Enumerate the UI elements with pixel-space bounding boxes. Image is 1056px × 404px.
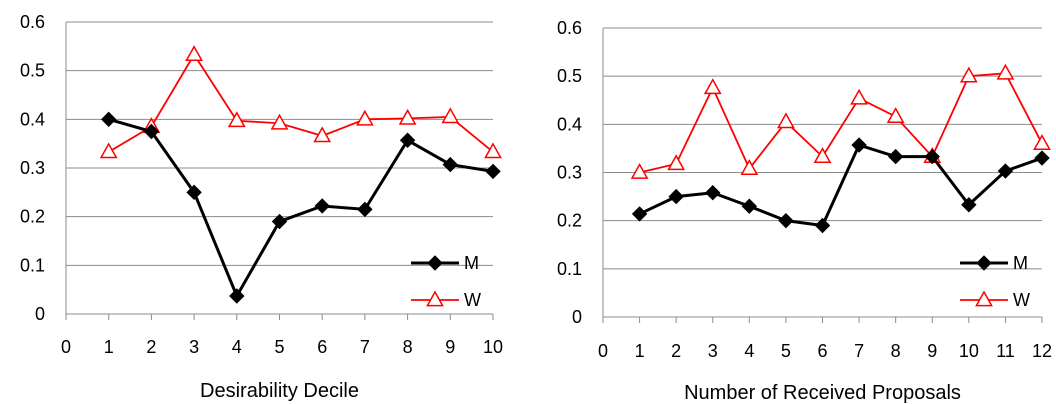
- x-tick-label: 7: [854, 341, 864, 361]
- legend-label-W: W: [464, 290, 481, 310]
- data-point-W: [398, 108, 417, 125]
- data-point-W: [740, 159, 759, 175]
- x-tick-label: 5: [274, 337, 284, 357]
- data-point-M: [100, 111, 117, 128]
- y-tick-label: 0.3: [20, 158, 45, 178]
- x-tick-label: 11: [996, 341, 1015, 361]
- x-tick-label: 0: [61, 337, 71, 357]
- data-point-M: [314, 198, 330, 214]
- y-tick-label: 0.5: [20, 61, 45, 81]
- data-point-M: [442, 156, 459, 173]
- y-tick-label: 0.4: [557, 114, 582, 134]
- data-point-W: [227, 111, 246, 128]
- x-tick-label: 1: [104, 337, 114, 357]
- data-point-M: [229, 288, 245, 304]
- data-point-M: [485, 163, 501, 180]
- x-tick-label: 10: [959, 341, 979, 361]
- x-tick-label: 2: [146, 337, 156, 357]
- y-tick-label: 0: [572, 307, 582, 327]
- y-tick-label: 0.4: [20, 109, 45, 129]
- y-tick-label: 0.1: [20, 255, 45, 275]
- data-point-M: [271, 213, 288, 230]
- data-point-M: [778, 212, 794, 229]
- data-point-M: [961, 197, 977, 213]
- legend-marker-W: [975, 290, 993, 307]
- x-tick-label: 10: [483, 337, 503, 357]
- x-axis-label: Desirability Decile: [200, 380, 359, 402]
- data-point-M: [741, 198, 758, 214]
- data-point-M: [631, 206, 648, 222]
- data-point-W: [270, 113, 289, 130]
- legend-marker-W: [426, 290, 444, 307]
- data-point-W: [850, 88, 868, 105]
- x-tick-label: 6: [317, 337, 327, 357]
- legend-label-M: M: [1013, 253, 1028, 273]
- data-point-M: [887, 148, 904, 165]
- x-tick-label: 4: [232, 337, 242, 357]
- chart-desirability-decile: 0 0.1 0.2 0.3 0.4 0.5 0.6 0 1 2 3 4 5 6 7 8 9 10 Desirabil…: [20, 12, 503, 402]
- data-point-M: [705, 185, 721, 201]
- x-tick-label: 3: [708, 341, 718, 361]
- legend-label-W: W: [1013, 290, 1030, 310]
- x-tick-label: 8: [403, 337, 413, 357]
- data-point-W: [667, 154, 686, 171]
- x-tick-label: 1: [635, 341, 645, 361]
- data-point-M: [186, 184, 202, 201]
- series-line-M: [638, 143, 1043, 228]
- data-point-W: [185, 45, 203, 61]
- data-point-W: [996, 63, 1015, 80]
- x-tick-label: 5: [781, 341, 791, 361]
- y-tick-label: 0: [35, 304, 45, 324]
- data-point-M: [143, 123, 160, 140]
- y-tick-label: 0.1: [557, 259, 582, 279]
- x-tick-label: 7: [360, 337, 370, 357]
- data-point-W: [356, 109, 374, 126]
- y-tick-label: 0.5: [557, 66, 582, 86]
- legend-marker-M: [976, 255, 992, 271]
- data-point-W: [703, 78, 722, 95]
- data-point-W: [484, 142, 502, 159]
- x-tick-label: 12: [1032, 341, 1052, 361]
- x-tick-label: 6: [817, 341, 827, 361]
- data-point-M: [1034, 150, 1050, 166]
- y-tick-label: 0.6: [20, 12, 45, 32]
- chart-received-proposals: 00.10.20.30.40.50.60 1 2 3 4 5 6 7 8 9 10 11 12Numbe…: [557, 18, 1052, 404]
- data-point-W: [959, 66, 978, 83]
- x-tick-label: 2: [671, 341, 681, 361]
- x-tick-label: 8: [891, 341, 901, 361]
- x-tick-label: 9: [927, 341, 937, 361]
- data-point-M: [814, 217, 831, 234]
- data-point-W: [813, 147, 832, 163]
- data-point-M: [997, 163, 1014, 179]
- y-tick-label: 0.2: [557, 211, 582, 231]
- data-point-W: [99, 142, 118, 159]
- data-point-W: [1033, 134, 1051, 150]
- data-point-M: [668, 188, 684, 205]
- data-point-W: [441, 107, 460, 124]
- series-line-M: [108, 117, 494, 300]
- data-point-M: [357, 201, 373, 218]
- x-axis-label: Number of Received Proposals: [684, 382, 961, 404]
- x-tick-label: 9: [445, 337, 455, 357]
- legend-marker-M: [427, 255, 443, 271]
- data-point-M: [851, 137, 867, 153]
- y-tick-label: 0.2: [20, 207, 45, 227]
- legend-label-M: M: [464, 253, 479, 273]
- data-point-W: [313, 126, 332, 143]
- data-point-W: [630, 162, 649, 179]
- series-line-W: [639, 72, 1043, 174]
- x-tick-label: 3: [189, 337, 199, 357]
- series-line-W: [108, 52, 494, 153]
- data-point-W: [777, 112, 795, 129]
- data-point-M: [399, 132, 416, 148]
- data-point-W: [886, 107, 905, 123]
- data-point-M: [924, 148, 940, 165]
- x-tick-label: 4: [744, 341, 754, 361]
- x-tick-label: 0: [598, 341, 608, 361]
- y-tick-label: 0.6: [557, 18, 582, 38]
- y-tick-label: 0.3: [557, 163, 582, 183]
